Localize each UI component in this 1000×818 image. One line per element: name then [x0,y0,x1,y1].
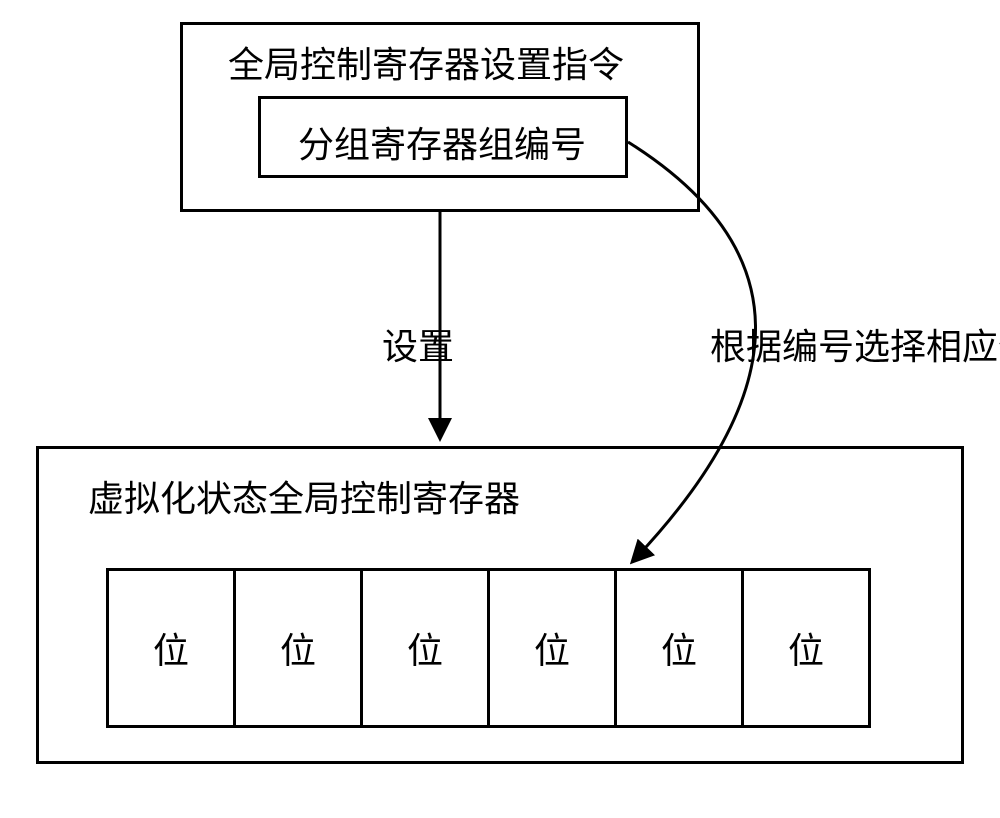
top-box-title: 全局控制寄存器设置指令 [228,36,624,88]
bit-label: 位 [788,622,824,674]
bit-cell: 位 [614,568,744,728]
arrow-curve-label: 根据编号选择相应位 [710,318,1000,370]
bit-cell: 位 [360,568,490,728]
arrow-down-label: 设置 [382,318,454,370]
bit-cell: 位 [487,568,617,728]
bit-label: 位 [280,622,316,674]
bit-label: 位 [534,622,570,674]
top-inner-label: 分组寄存器组编号 [298,116,586,168]
bit-label: 位 [661,622,697,674]
bit-cell: 位 [741,568,871,728]
bottom-box-title: 虚拟化状态全局控制寄存器 [88,470,520,522]
bit-cell: 位 [233,568,363,728]
bits-row: 位 位 位 位 位 位 [106,568,871,728]
bit-label: 位 [407,622,443,674]
bit-label: 位 [153,622,189,674]
diagram-canvas: 全局控制寄存器设置指令 分组寄存器组编号 虚拟化状态全局控制寄存器 位 位 位 … [0,0,1000,818]
bit-cell: 位 [106,568,236,728]
